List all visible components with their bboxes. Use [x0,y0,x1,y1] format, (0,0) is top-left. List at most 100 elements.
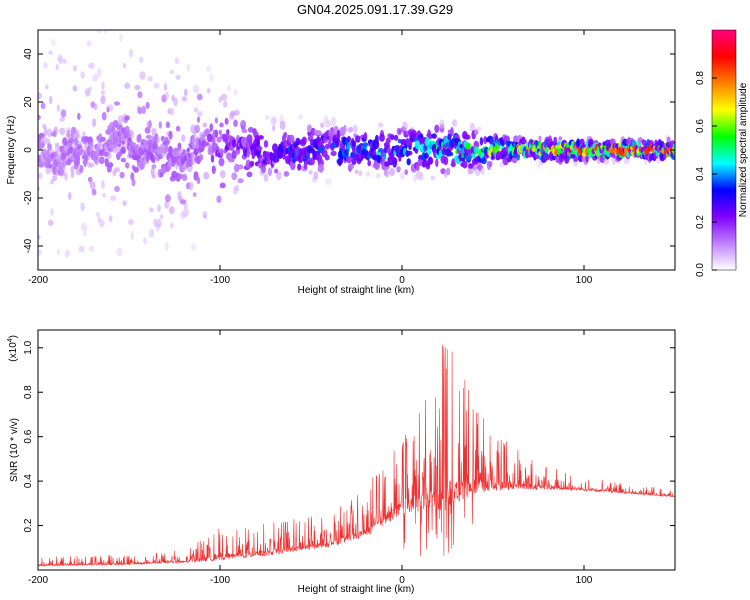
spectrogram-cell [184,202,188,211]
spectrogram-cell [45,166,52,175]
spectrogram-cell [511,156,518,164]
spectrogram-cell [351,157,357,165]
spectrogram-cell [261,164,266,174]
spectrogram-cell [246,171,253,178]
spectrogram-cell [186,147,190,153]
spectrogram-cell [93,103,98,111]
spectrogram-cell [588,138,594,146]
snr-y-tick-label: 0.2 [23,518,34,532]
spectrogram-cell [257,145,263,151]
spectrogram-cell [107,150,112,160]
spectrogram-cell [216,195,222,203]
spectrogram-cell [576,138,581,147]
spectrogram-cell [148,120,152,129]
spectrogram-cell [92,118,97,128]
spectrogram-cell [66,127,72,134]
spectrogram-cell [402,121,408,131]
spectrogram-cell [473,146,479,155]
spectrogram-cell [209,73,214,83]
snr-x-axis-label: Height of straight line (km) [298,584,415,595]
spectrogram-cell [137,107,143,115]
spectrogram-cell [148,228,155,238]
spectrogram-cell [98,143,103,149]
spectrogram-cell [137,91,143,99]
spectrogram-cell [130,129,135,139]
spectrogram-cell [164,241,169,251]
spectrogram-cell [72,85,78,92]
spectrogram-cell [196,116,201,123]
spectrogram-cell [100,90,106,95]
spectrogram-cell [139,56,144,63]
spectrogram-cell [65,272,70,277]
spectrogram-cell [47,219,54,226]
spectrogram-cell [270,116,277,125]
spectrogram-cell [186,63,191,72]
spectrogram-cell [156,218,162,228]
spectrogram-cell [499,161,505,168]
colorbar-tick-label: 0.0 [695,263,706,277]
spectrogram-cell [297,163,302,171]
spectrogram-cell [53,126,58,135]
spectrogram-cell [145,134,152,140]
spectrogram-cell [585,155,589,163]
spectrogram-cell [169,69,174,75]
spectrogram-y-tick-label: -20 [23,190,34,205]
spectrogram-y-tick-label: 20 [23,96,34,108]
colorbar-label: Normalized spectral amplitude [738,82,749,217]
spectrogram-cell [131,178,136,187]
spectrogram-cell [122,62,127,69]
spectrogram-cell [451,119,458,127]
spectrogram-cell [114,167,120,173]
spectrogram-cell [306,154,310,161]
spectrogram-cell [451,158,456,168]
spectrogram-cell [158,121,162,129]
spectrogram-cell [43,62,48,69]
spectrogram-cell [330,150,337,157]
spectrogram-cell [161,164,168,174]
page-title: GN04.2025.091.17.39.G29 [296,2,454,17]
spectrogram-cell [100,95,106,105]
spectrogram-y-tick-label: 40 [23,48,34,60]
spectrogram-cell [553,136,557,144]
spectrogram-cell [231,139,237,148]
spectrogram-cell [355,135,361,143]
spectrogram-cell [216,136,222,143]
spectrogram-cell [128,49,134,58]
spectrogram-cell [304,159,310,165]
spectrogram-cell [279,120,286,130]
spectrogram-cell [197,110,203,117]
spectrogram-cell [374,134,379,144]
spectrogram-cell [233,88,238,96]
spectrogram-cell [38,234,41,240]
spectrogram-cell [58,56,64,65]
spectrogram-cell [144,126,151,134]
spectrogram-cell [219,122,224,128]
spectrogram-cell [656,157,661,164]
spectrogram-cell [165,143,169,153]
snr-x-tick-label: 100 [576,575,593,586]
snr-y-tick-label: 1.0 [23,340,34,354]
spectrogram-cell [96,30,103,34]
spectrogram-cell [70,172,75,178]
spectrogram-cell [75,159,80,167]
spectrogram-cell [206,88,211,94]
spectrogram-cell [77,112,81,121]
spectrogram-cell [95,211,101,218]
spectrogram-cell [100,136,106,142]
spectrogram-cell [362,142,369,148]
spectrogram-cell [522,139,527,144]
spectrogram-cell [192,192,197,198]
spectrogram-cell [104,157,109,168]
spectrogram-cell [168,130,173,140]
spectrogram-cell [644,159,648,166]
spectrogram-cell [386,143,390,149]
spectrogram-cell [190,243,197,251]
spectrogram-cell [84,155,89,162]
spectrogram-cell [188,181,194,191]
spectrogram-cell [102,193,107,198]
spectrogram-cell [177,143,182,149]
spectrogram-cell [80,71,85,79]
spectrogram-y-axis-label: Frequency (Hz) [6,116,17,185]
spectrogram-cell [233,109,240,116]
